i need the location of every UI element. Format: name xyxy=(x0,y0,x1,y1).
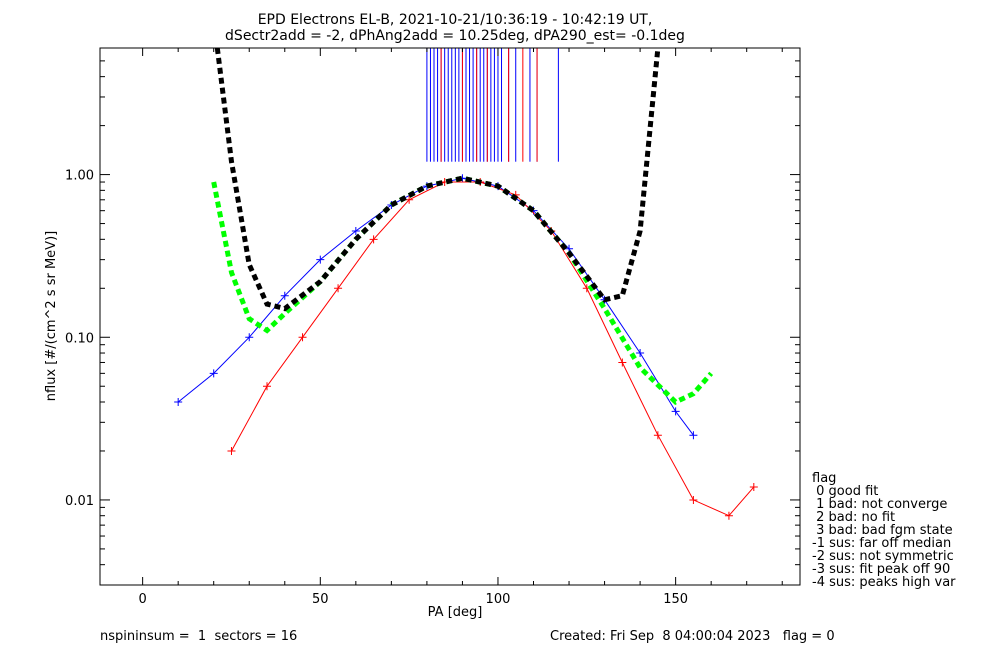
x-axis-label: PA [deg] xyxy=(428,605,483,620)
data-point xyxy=(227,446,236,455)
legend-entry-1: 1 bad: not converge xyxy=(812,497,947,512)
legend-entry-3: 3 bad: bad fgm state xyxy=(812,523,953,538)
data-point xyxy=(749,483,758,492)
footer-left: nspininsum = 1 sectors = 16 xyxy=(100,629,297,644)
data-point xyxy=(618,358,627,367)
footer-right: Created: Fri Sep 8 04:00:04 2023 flag = … xyxy=(550,629,835,644)
axis-ticks: 0 50 100 150 0.01 0.10 1.00 xyxy=(65,47,800,607)
legend-entry-4: -1 sus: far off median xyxy=(812,536,951,551)
legend-entry-6: -3 sus: fit peak off 90 xyxy=(812,562,950,577)
series-line-1 xyxy=(231,181,755,517)
data-point xyxy=(653,431,662,440)
legend-entry-0: 0 good fit xyxy=(812,484,878,499)
data-point xyxy=(334,284,343,293)
data-point xyxy=(689,431,698,440)
x-tick-label: 50 xyxy=(312,592,329,607)
flag-legend: flag 0 good fit 1 bad: not converge 2 ba… xyxy=(812,471,956,590)
series-line-0 xyxy=(177,177,694,436)
y-tick-label: 0.01 xyxy=(65,494,94,509)
data-point xyxy=(245,333,254,342)
data-point xyxy=(369,235,378,244)
data-point xyxy=(316,255,325,264)
data-point xyxy=(351,227,360,236)
data-point xyxy=(671,407,680,416)
x-tick-label: 100 xyxy=(486,592,511,607)
legend-entry-5: -2 sus: not symmetric xyxy=(812,549,954,564)
y-axis-label: nflux [#/(cm^2 s sr MeV)] xyxy=(44,231,59,401)
data-point xyxy=(298,333,307,342)
x-tick-label: 150 xyxy=(663,592,688,607)
y-tick-label: 1.00 xyxy=(65,169,94,184)
plot-frame xyxy=(99,47,801,586)
data-point xyxy=(280,291,289,300)
plot-area: 0 50 100 150 0.01 0.10 1.00 xyxy=(65,47,801,607)
chart-title-line2: dSectr2add = -2, dPhAng2add = 10.25deg, … xyxy=(225,28,685,44)
data-point xyxy=(263,382,272,391)
legend-entry-7: -4 sus: peaks high var xyxy=(812,575,956,590)
legend-title: flag xyxy=(812,471,836,486)
series-lines xyxy=(174,47,758,520)
series-line-3 xyxy=(214,47,661,312)
data-point xyxy=(689,495,698,504)
series-line-2 xyxy=(211,175,714,405)
data-point xyxy=(636,349,645,358)
spike-markers xyxy=(426,48,559,162)
chart-title-line1: EPD Electrons EL-B, 2021-10-21/10:36:19 … xyxy=(258,12,653,28)
legend-entry-2: 2 bad: no fit xyxy=(812,510,895,525)
x-tick-label: 0 xyxy=(138,592,146,607)
data-point xyxy=(209,369,218,378)
data-point xyxy=(724,511,733,520)
y-tick-label: 0.10 xyxy=(65,331,94,346)
data-point xyxy=(174,397,183,406)
